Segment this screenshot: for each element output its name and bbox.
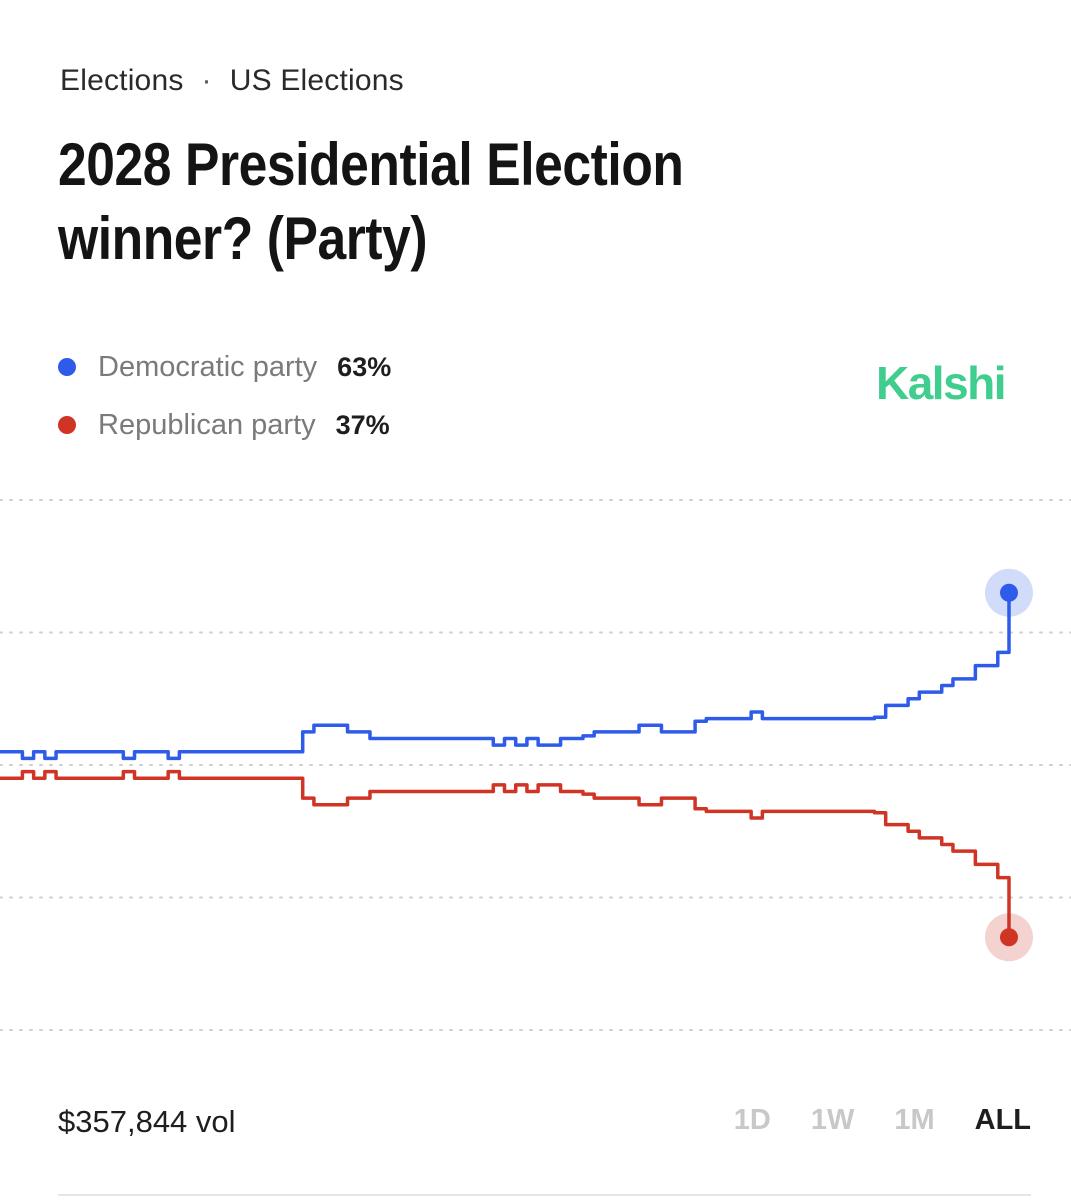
- time-range-selector: 1D 1W 1M ALL: [734, 1104, 1031, 1137]
- legend-item-democratic: Democratic party 63%: [58, 338, 391, 396]
- market-title: 2028 Presidential Election winner? (Part…: [58, 131, 684, 272]
- breadcrumb-separator: ·: [201, 64, 212, 97]
- democratic-dot-icon: [58, 358, 76, 376]
- range-all-button[interactable]: ALL: [974, 1104, 1031, 1136]
- kalshi-logo: Kalshi: [876, 357, 1007, 409]
- volume-label: $357,844 vol: [58, 1104, 236, 1139]
- legend-item-republican: Republican party 37%: [58, 396, 391, 454]
- bottom-divider: [58, 1194, 1031, 1196]
- series-line-democratic: [0, 592, 1011, 761]
- range-1d-button[interactable]: 1D: [733, 1104, 771, 1136]
- end-point-republican: [1000, 928, 1018, 947]
- price-history-chart: [0, 499, 1071, 1031]
- legend-value-democratic: 63%: [337, 351, 392, 382]
- breadcrumb-us-elections[interactable]: US Elections: [229, 64, 404, 97]
- legend-value-republican: 37%: [335, 409, 390, 440]
- breadcrumb-elections[interactable]: Elections: [60, 64, 184, 97]
- chart-legend: Democratic party 63% Republican party 37…: [58, 338, 391, 454]
- range-1w-button[interactable]: 1W: [810, 1104, 855, 1136]
- series-line-republican: [0, 769, 1011, 938]
- legend-label-democratic: Democratic party: [98, 350, 318, 383]
- legend-label-republican: Republican party: [98, 408, 316, 441]
- republican-dot-icon: [58, 416, 76, 434]
- breadcrumb: Elections · US Elections: [60, 64, 404, 98]
- end-point-democratic: [1000, 583, 1018, 602]
- range-1m-button[interactable]: 1M: [894, 1104, 935, 1136]
